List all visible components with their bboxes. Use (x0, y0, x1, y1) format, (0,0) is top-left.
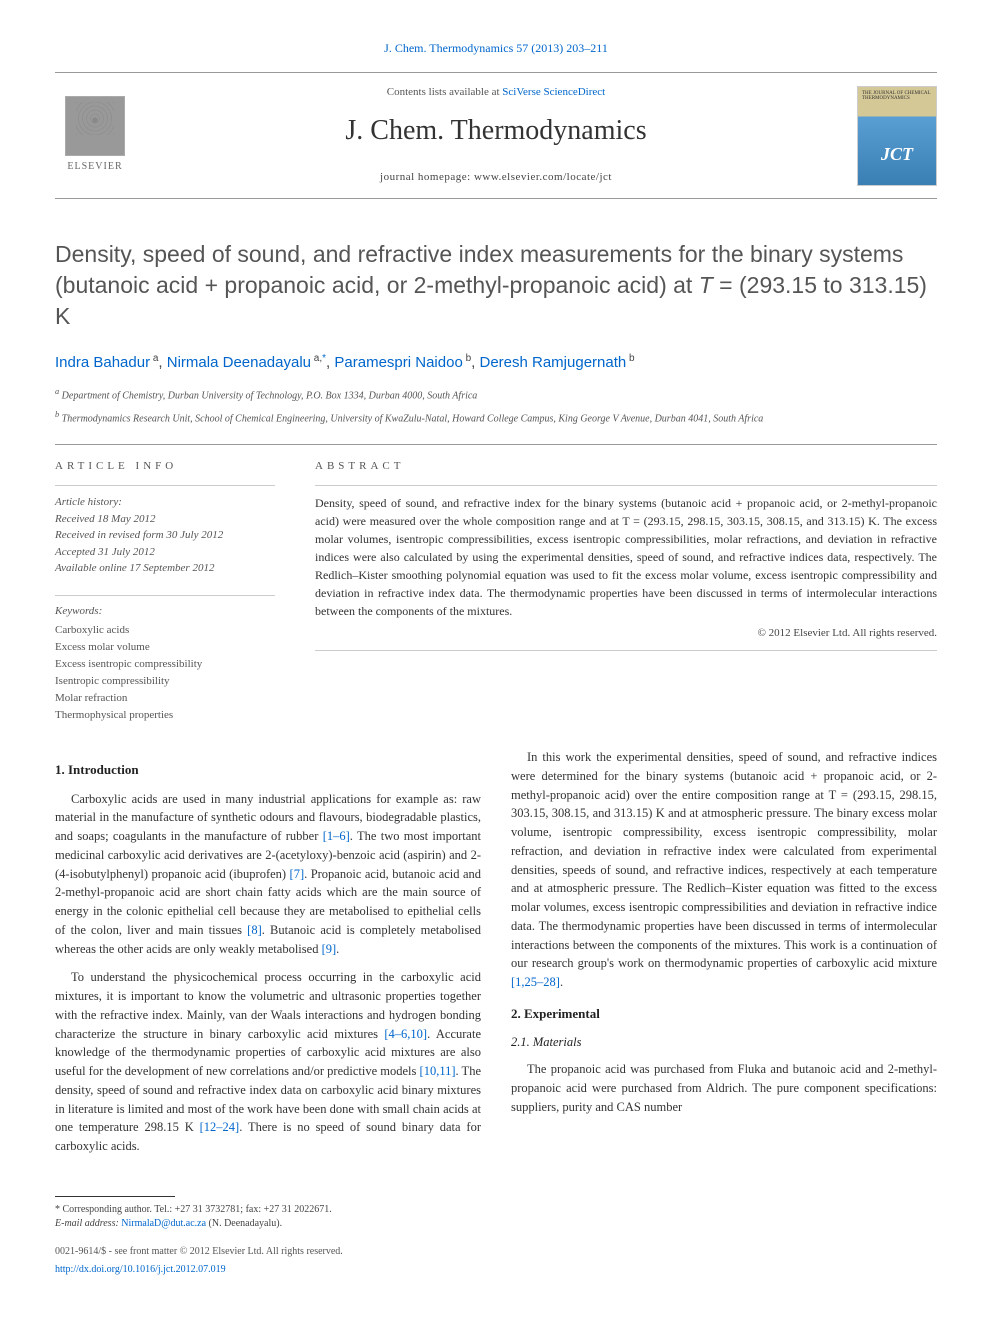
intro-paragraph-3: In this work the experimental densities,… (511, 748, 937, 992)
corresponding-footnote: * Corresponding author. Tel.: +27 31 373… (55, 1203, 937, 1231)
keywords-label: Keywords: (55, 604, 275, 620)
section-experimental: 2. Experimental (511, 1004, 937, 1024)
elsevier-logo: ELSEVIER (55, 91, 135, 181)
history-revised: Received in revised form 30 July 2012 (55, 527, 275, 544)
journal-homepage: journal homepage: www.elsevier.com/locat… (135, 170, 857, 186)
elsevier-tree-icon (65, 96, 125, 156)
author-bahadur[interactable]: Indra Bahadur (55, 354, 150, 371)
ref-link[interactable]: [10,11] (420, 1064, 456, 1078)
ref-link[interactable]: [4–6,10] (384, 1027, 427, 1041)
history-online: Available online 17 September 2012 (55, 560, 275, 577)
journal-cover-thumbnail: THE JOURNAL OF CHEMICAL THERMODYNAMICS J… (857, 86, 937, 186)
corresponding-marker[interactable]: * (322, 354, 326, 371)
journal-header: ELSEVIER Contents lists available at Sci… (55, 72, 937, 198)
corr-contact: * Corresponding author. Tel.: +27 31 373… (55, 1203, 937, 1217)
ref-link[interactable]: [1,25–28] (511, 975, 560, 989)
cover-label: THE JOURNAL OF CHEMICAL THERMODYNAMICS (862, 91, 932, 102)
keywords-list: Carboxylic acids Excess molar volume Exc… (55, 622, 275, 724)
abstract-copyright: © 2012 Elsevier Ltd. All rights reserved… (315, 626, 937, 642)
author-ramjugernath[interactable]: Deresh Ramjugernath (479, 354, 626, 371)
article-title: Density, speed of sound, and refractive … (55, 239, 937, 332)
article-history: Article history: Received 18 May 2012 Re… (55, 494, 275, 577)
ref-link[interactable]: [8] (247, 923, 262, 937)
info-abstract-row: ARTICLE INFO Article history: Received 1… (55, 459, 937, 724)
history-label: Article history: (55, 494, 275, 511)
keyword: Excess molar volume (55, 639, 275, 656)
history-received: Received 18 May 2012 (55, 511, 275, 528)
keyword: Molar refraction (55, 690, 275, 707)
keyword: Carboxylic acids (55, 622, 275, 639)
authors-line: Indra Bahadur a, Nirmala Deenadayalu a,*… (55, 352, 937, 374)
abstract-column: ABSTRACT Density, speed of sound, and re… (315, 459, 937, 724)
journal-citation-link[interactable]: J. Chem. Thermodynamics 57 (2013) 203–21… (55, 40, 937, 57)
ref-link[interactable]: [1–6] (323, 829, 350, 843)
article-info-heading: ARTICLE INFO (55, 459, 275, 475)
divider (55, 444, 937, 445)
cover-acronym: JCT (858, 141, 936, 167)
article-info-column: ARTICLE INFO Article history: Received 1… (55, 459, 275, 724)
header-center: Contents lists available at SciVerse Sci… (135, 85, 857, 185)
affiliation-b: b Thermodynamics Research Unit, School o… (55, 409, 937, 426)
subsection-materials: 2.1. Materials (511, 1033, 937, 1052)
abstract-divider (315, 485, 937, 486)
ref-link[interactable]: [12–24] (200, 1120, 240, 1134)
author-naidoo[interactable]: Paramespri Naidoo (334, 354, 462, 371)
footnote-separator (55, 1196, 175, 1197)
elsevier-label: ELSEVIER (67, 160, 122, 175)
homepage-url[interactable]: www.elsevier.com/locate/jct (474, 171, 612, 183)
keyword: Isentropic compressibility (55, 673, 275, 690)
contents-prefix: Contents lists available at (387, 86, 502, 98)
abstract-heading: ABSTRACT (315, 459, 937, 475)
info-divider-2 (55, 595, 275, 596)
history-accepted: Accepted 31 July 2012 (55, 544, 275, 561)
homepage-prefix: journal homepage: (380, 171, 474, 183)
materials-paragraph-1: The propanoic acid was purchased from Fl… (511, 1060, 937, 1116)
abstract-text: Density, speed of sound, and refractive … (315, 494, 937, 620)
section-introduction: 1. Introduction (55, 760, 481, 780)
keyword: Thermophysical properties (55, 707, 275, 724)
keyword: Excess isentropic compressibility (55, 656, 275, 673)
email-link[interactable]: NirmalaD@dut.ac.za (121, 1218, 206, 1229)
doi-link[interactable]: http://dx.doi.org/10.1016/j.jct.2012.07.… (55, 1264, 226, 1275)
journal-title: J. Chem. Thermodynamics (135, 111, 857, 152)
ref-link[interactable]: [7] (290, 867, 305, 881)
issn-copyright-line: 0021-9614/$ - see front matter © 2012 El… (55, 1245, 937, 1260)
affiliation-a: a Department of Chemistry, Durban Univer… (55, 386, 937, 403)
corr-email-line: E-mail address: NirmalaD@dut.ac.za (N. D… (55, 1217, 937, 1231)
contents-lists-line: Contents lists available at SciVerse Sci… (135, 85, 857, 101)
author-deenadayalu[interactable]: Nirmala Deenadayalu (167, 354, 311, 371)
abstract-divider-bottom (315, 650, 937, 651)
info-divider (55, 485, 275, 486)
sciencedirect-link[interactable]: SciVerse ScienceDirect (502, 86, 605, 98)
intro-paragraph-2: To understand the physicochemical proces… (55, 968, 481, 1156)
body-text: 1. Introduction Carboxylic acids are use… (55, 748, 937, 1156)
ref-link[interactable]: [9] (322, 942, 337, 956)
intro-paragraph-1: Carboxylic acids are used in many indust… (55, 790, 481, 959)
